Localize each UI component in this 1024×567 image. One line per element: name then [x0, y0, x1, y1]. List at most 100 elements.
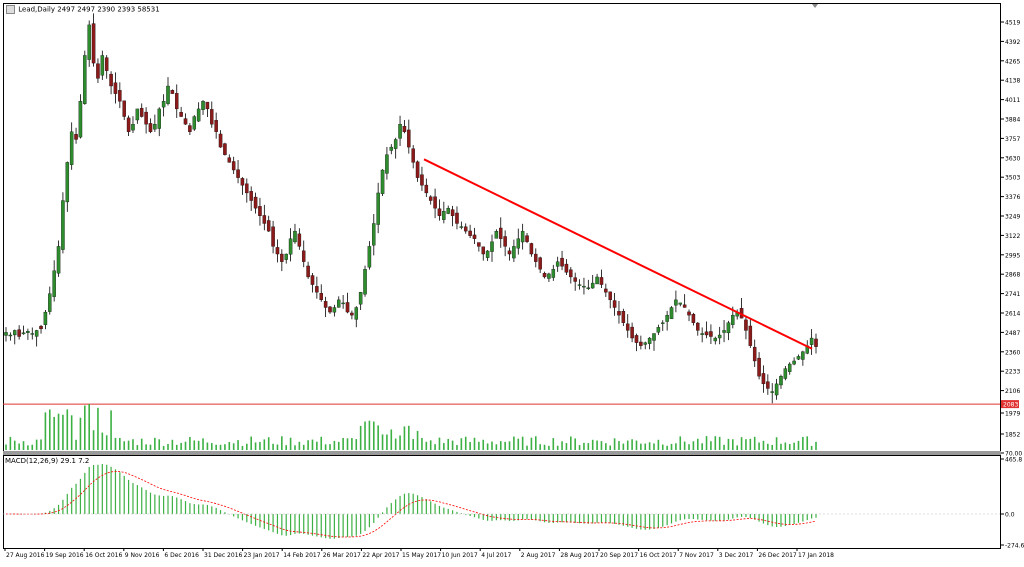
candle-body [306, 265, 310, 278]
candle-body [446, 208, 450, 214]
candle-body [122, 100, 126, 117]
volume-bar [556, 445, 559, 450]
volume-bar [66, 409, 69, 450]
candle-body [30, 333, 35, 335]
volume-bar [495, 444, 498, 450]
volume-bar [491, 441, 493, 450]
candle-body [253, 196, 258, 209]
volume-bar [228, 442, 231, 450]
volume-bar [653, 443, 655, 450]
candle-body [520, 230, 525, 243]
date-tick-label: 10 Jun 2017 [442, 552, 478, 559]
candle-body [647, 337, 652, 344]
candle-body [459, 226, 464, 228]
volume-bar [683, 441, 686, 450]
price-tick-label: 3376 [1005, 194, 1020, 201]
date-tick-label: 6 Dec 2016 [164, 552, 199, 559]
date-tick-label: 31 Dec 2016 [204, 552, 243, 559]
candle-body [363, 269, 367, 295]
candle-body [428, 196, 433, 201]
date-tick-label: 2 Aug 2017 [521, 552, 556, 559]
candle-body [709, 331, 713, 337]
volume-bar [92, 430, 95, 450]
candle-body [144, 111, 148, 125]
candle-body [809, 337, 814, 345]
candle-body [656, 327, 661, 333]
volume-bar [666, 445, 668, 450]
volume-bar [219, 444, 222, 450]
volume-bar [408, 425, 410, 450]
price-tick-label: 2106 [1005, 388, 1020, 395]
candle-body [402, 126, 407, 132]
candle-body [512, 246, 516, 259]
price-tick-label: 4265 [1005, 58, 1020, 65]
volume-bar [351, 438, 353, 450]
volume-bar [154, 437, 156, 450]
volume-bar [710, 441, 712, 450]
volume-bar [732, 439, 734, 450]
candle-body [126, 117, 131, 132]
candle-body [385, 154, 389, 174]
volume-bar [324, 444, 327, 450]
price-tick-label: 4392 [1005, 39, 1020, 46]
volume-bar [9, 436, 12, 450]
volume-bar [526, 445, 528, 450]
volume-bar [618, 441, 620, 450]
volume-bar [517, 438, 520, 450]
volume-bar [381, 434, 384, 450]
volume-bar [22, 441, 25, 450]
candle-body [586, 287, 591, 290]
volume-bar [40, 439, 42, 450]
candle-body [757, 357, 761, 377]
price-tick-label: 3884 [1005, 117, 1020, 124]
candle-body [766, 381, 770, 389]
candle-body [288, 238, 293, 255]
volume-bar [464, 436, 467, 450]
price-tick-label: 3503 [1005, 175, 1020, 182]
volume-bar [609, 445, 612, 450]
volume-bar [718, 436, 721, 450]
trendline [423, 158, 813, 350]
date-tick-label: 26 Mar 2017 [323, 552, 361, 559]
candle-body [310, 275, 315, 285]
volume-bar [294, 445, 296, 450]
volume-bar [810, 445, 813, 450]
volume-bar [101, 432, 104, 450]
volume-bar [171, 439, 174, 450]
candle-body [678, 302, 683, 305]
volume-bar [613, 438, 616, 450]
volume-bar [281, 436, 283, 450]
volume-bar [259, 441, 261, 450]
candle-body [393, 139, 398, 149]
volume-bar [355, 439, 358, 450]
volume-bar [565, 443, 568, 450]
candle-body [315, 286, 319, 293]
chart-menu-icon[interactable] [6, 5, 15, 14]
candle-body [48, 293, 52, 312]
candle-body [236, 169, 240, 178]
volume-bar [70, 415, 73, 450]
candle-body [411, 148, 415, 163]
volume-bar [508, 441, 511, 450]
volume-bar [438, 437, 441, 450]
candle-body [341, 302, 345, 305]
candle-body [83, 55, 87, 104]
volume-bar [570, 436, 572, 450]
volume-bar [97, 407, 99, 450]
candle-body [468, 230, 472, 236]
volume-bar [486, 443, 489, 450]
candle-body [109, 73, 113, 87]
candle-body [157, 108, 161, 129]
candle-body [569, 269, 573, 278]
symbol-info: Lead,Daily 2497 2497 2390 2393 58531 [6, 5, 160, 14]
candle-body [617, 311, 621, 316]
candle-body [407, 129, 411, 148]
volume-bar [583, 442, 585, 450]
candle-body [770, 391, 774, 393]
price-tick-label: 2487 [1005, 330, 1020, 337]
volume-bar [469, 441, 471, 450]
price-tick-label: 2233 [1005, 369, 1020, 376]
candle-body [481, 246, 485, 255]
candle-body [590, 282, 595, 289]
candle-body [669, 307, 674, 320]
